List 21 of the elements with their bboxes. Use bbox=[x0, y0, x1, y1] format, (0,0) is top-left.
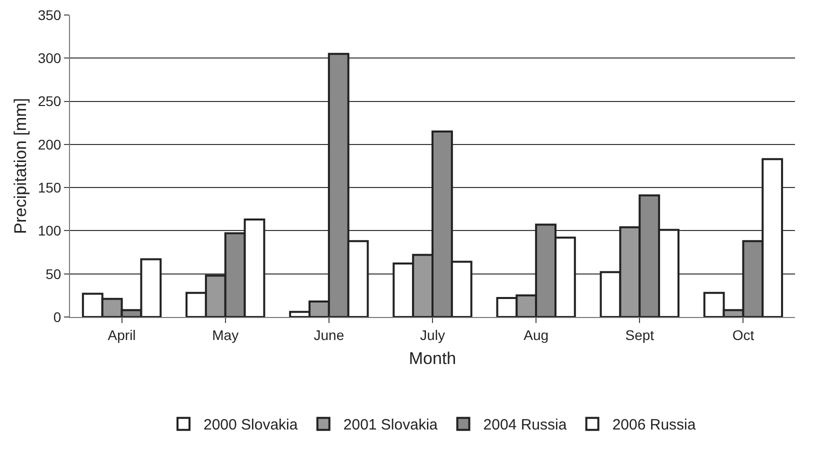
y-tick-label: 150 bbox=[38, 179, 62, 196]
x-axis-title: Month bbox=[408, 349, 456, 368]
y-tick-label: 50 bbox=[46, 266, 62, 282]
legend-label: 2006 Russia bbox=[612, 416, 696, 434]
x-tick-label: Aug bbox=[524, 326, 549, 343]
y-tick-label: 200 bbox=[38, 136, 62, 152]
y-tick-label: 250 bbox=[38, 93, 62, 110]
y-tick-label: 350 bbox=[38, 6, 62, 23]
x-tick-label: June bbox=[314, 326, 344, 343]
y-tick-label: 300 bbox=[38, 50, 62, 66]
legend-label: 2001 Slovakia bbox=[343, 416, 438, 434]
x-tick-label: July bbox=[420, 326, 445, 343]
x-tick-label: Sept bbox=[625, 326, 654, 343]
x-tick-label: May bbox=[212, 326, 239, 343]
y-tick-label: 0 bbox=[53, 308, 62, 325]
legend-label: 2004 Russia bbox=[483, 416, 568, 434]
x-tick-label: April bbox=[108, 326, 136, 343]
x-tick-label: Oct bbox=[732, 326, 754, 343]
legend-label: 2000 Slovakia bbox=[204, 416, 298, 434]
y-axis-title: Precipitation [mm] bbox=[11, 98, 30, 234]
y-tick-label: 100 bbox=[38, 222, 62, 239]
